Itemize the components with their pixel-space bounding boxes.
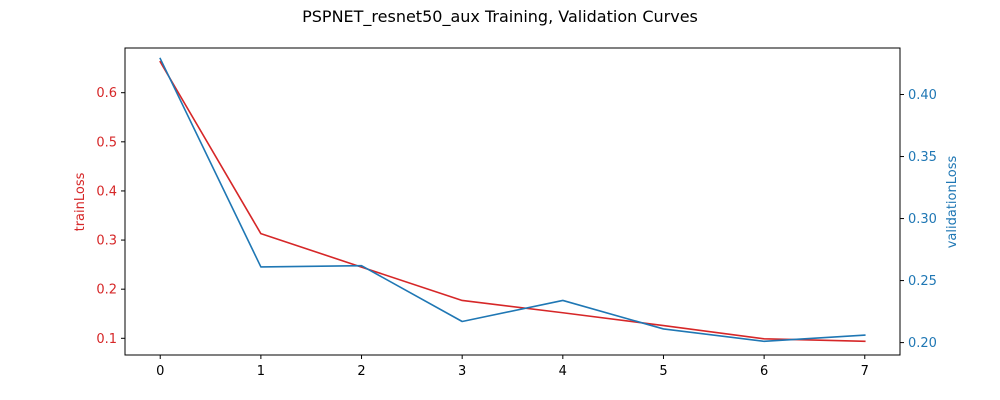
right-tick-label: 0.40 [908, 88, 937, 103]
x-tick-label: 5 [659, 364, 667, 379]
plot-layer [159, 57, 866, 343]
left-tick-label: 0.3 [96, 234, 117, 249]
right-tick-label: 0.30 [908, 212, 937, 227]
right-tick-label: 0.20 [908, 336, 937, 351]
right-tick-label: 0.25 [908, 274, 937, 289]
series-line-trainLoss [159, 60, 866, 343]
x-tick-label: 7 [861, 364, 869, 379]
x-tick-label: 2 [357, 364, 365, 379]
series-line-validationLoss [159, 57, 866, 343]
left-tick-label: 0.5 [96, 135, 117, 150]
left-tick-label: 0.2 [96, 283, 117, 298]
x-tick-label: 0 [156, 364, 164, 379]
left-y-axis: 0.1 0.2 0.3 0.4 0.5 0.6 [96, 86, 125, 347]
plot-frame [124, 47, 901, 356]
x-tick-label: 1 [257, 364, 265, 379]
left-tick-label: 0.6 [96, 86, 117, 101]
x-tick-label: 6 [760, 364, 768, 379]
x-tick-label: 3 [458, 364, 466, 379]
left-tick-label: 0.4 [96, 184, 117, 199]
left-axis-label: trainLoss [73, 172, 88, 231]
right-axis-label: validationLoss [945, 156, 960, 249]
x-axis: 0 1 2 3 4 5 6 7 [156, 355, 869, 379]
right-tick-label: 0.35 [908, 150, 937, 165]
left-tick-label: 0.1 [96, 332, 117, 347]
chart-title: PSPNET_resnet50_aux Training, Validation… [302, 7, 698, 27]
right-y-axis: 0.20 0.25 0.30 0.35 0.40 [900, 88, 937, 351]
x-tick-label: 4 [559, 364, 567, 379]
